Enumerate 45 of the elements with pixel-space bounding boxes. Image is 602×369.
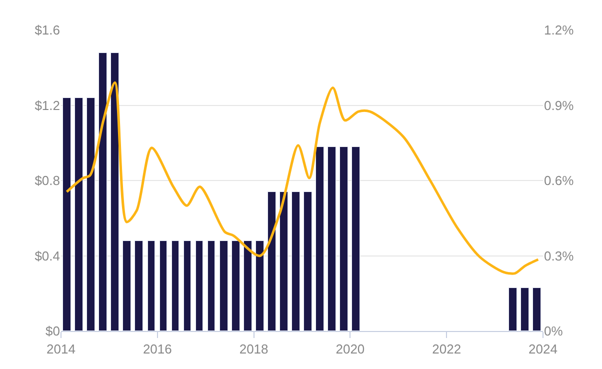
bar: [352, 146, 360, 331]
y2-tick-label: 0.3%: [544, 248, 574, 264]
y2-tick-label: 1.2%: [544, 22, 574, 38]
bar: [134, 240, 143, 331]
bar: [148, 240, 155, 331]
bar: [292, 192, 300, 331]
bar: [244, 240, 252, 331]
bar: [268, 192, 276, 331]
bar: [280, 192, 288, 331]
x-tick-label: 2018: [239, 342, 268, 357]
bar: [86, 98, 95, 331]
bar: [110, 52, 119, 331]
y-tick-label: $0.4: [34, 248, 60, 264]
bar: [196, 240, 203, 331]
y-tick-label: $0.8: [34, 173, 60, 188]
bar: [172, 240, 179, 331]
x-tick-label: 2022: [432, 342, 462, 357]
bar: [160, 240, 167, 331]
bar: [304, 192, 312, 331]
y2-tick-label: 0.6%: [544, 173, 574, 188]
bar: [208, 240, 215, 331]
bar: [328, 146, 336, 331]
bar: [98, 52, 107, 331]
y2-tick-label: 0%: [544, 324, 564, 339]
x-tick-label: 2016: [142, 342, 172, 357]
y-tick-label: $1.2: [34, 98, 60, 113]
y-tick-label: $1.6: [34, 22, 60, 38]
bar: [232, 240, 240, 331]
line-series: [66, 81, 540, 275]
y2-tick-label: 0.9%: [544, 98, 574, 113]
bar: [340, 146, 348, 331]
bar: [184, 240, 191, 331]
bar: [62, 98, 71, 331]
y-tick-label: $0: [46, 324, 60, 339]
bar: [532, 288, 541, 331]
bar: [508, 288, 517, 331]
x-tick-label: 2024: [528, 342, 558, 357]
bar: [220, 240, 228, 331]
bar: [122, 240, 131, 331]
x-tick-label: 2014: [46, 342, 76, 357]
bar: [520, 288, 529, 331]
bar: [316, 146, 324, 331]
bar: [256, 240, 264, 331]
x-tick-label: 2020: [336, 342, 365, 357]
bar: [74, 98, 83, 331]
